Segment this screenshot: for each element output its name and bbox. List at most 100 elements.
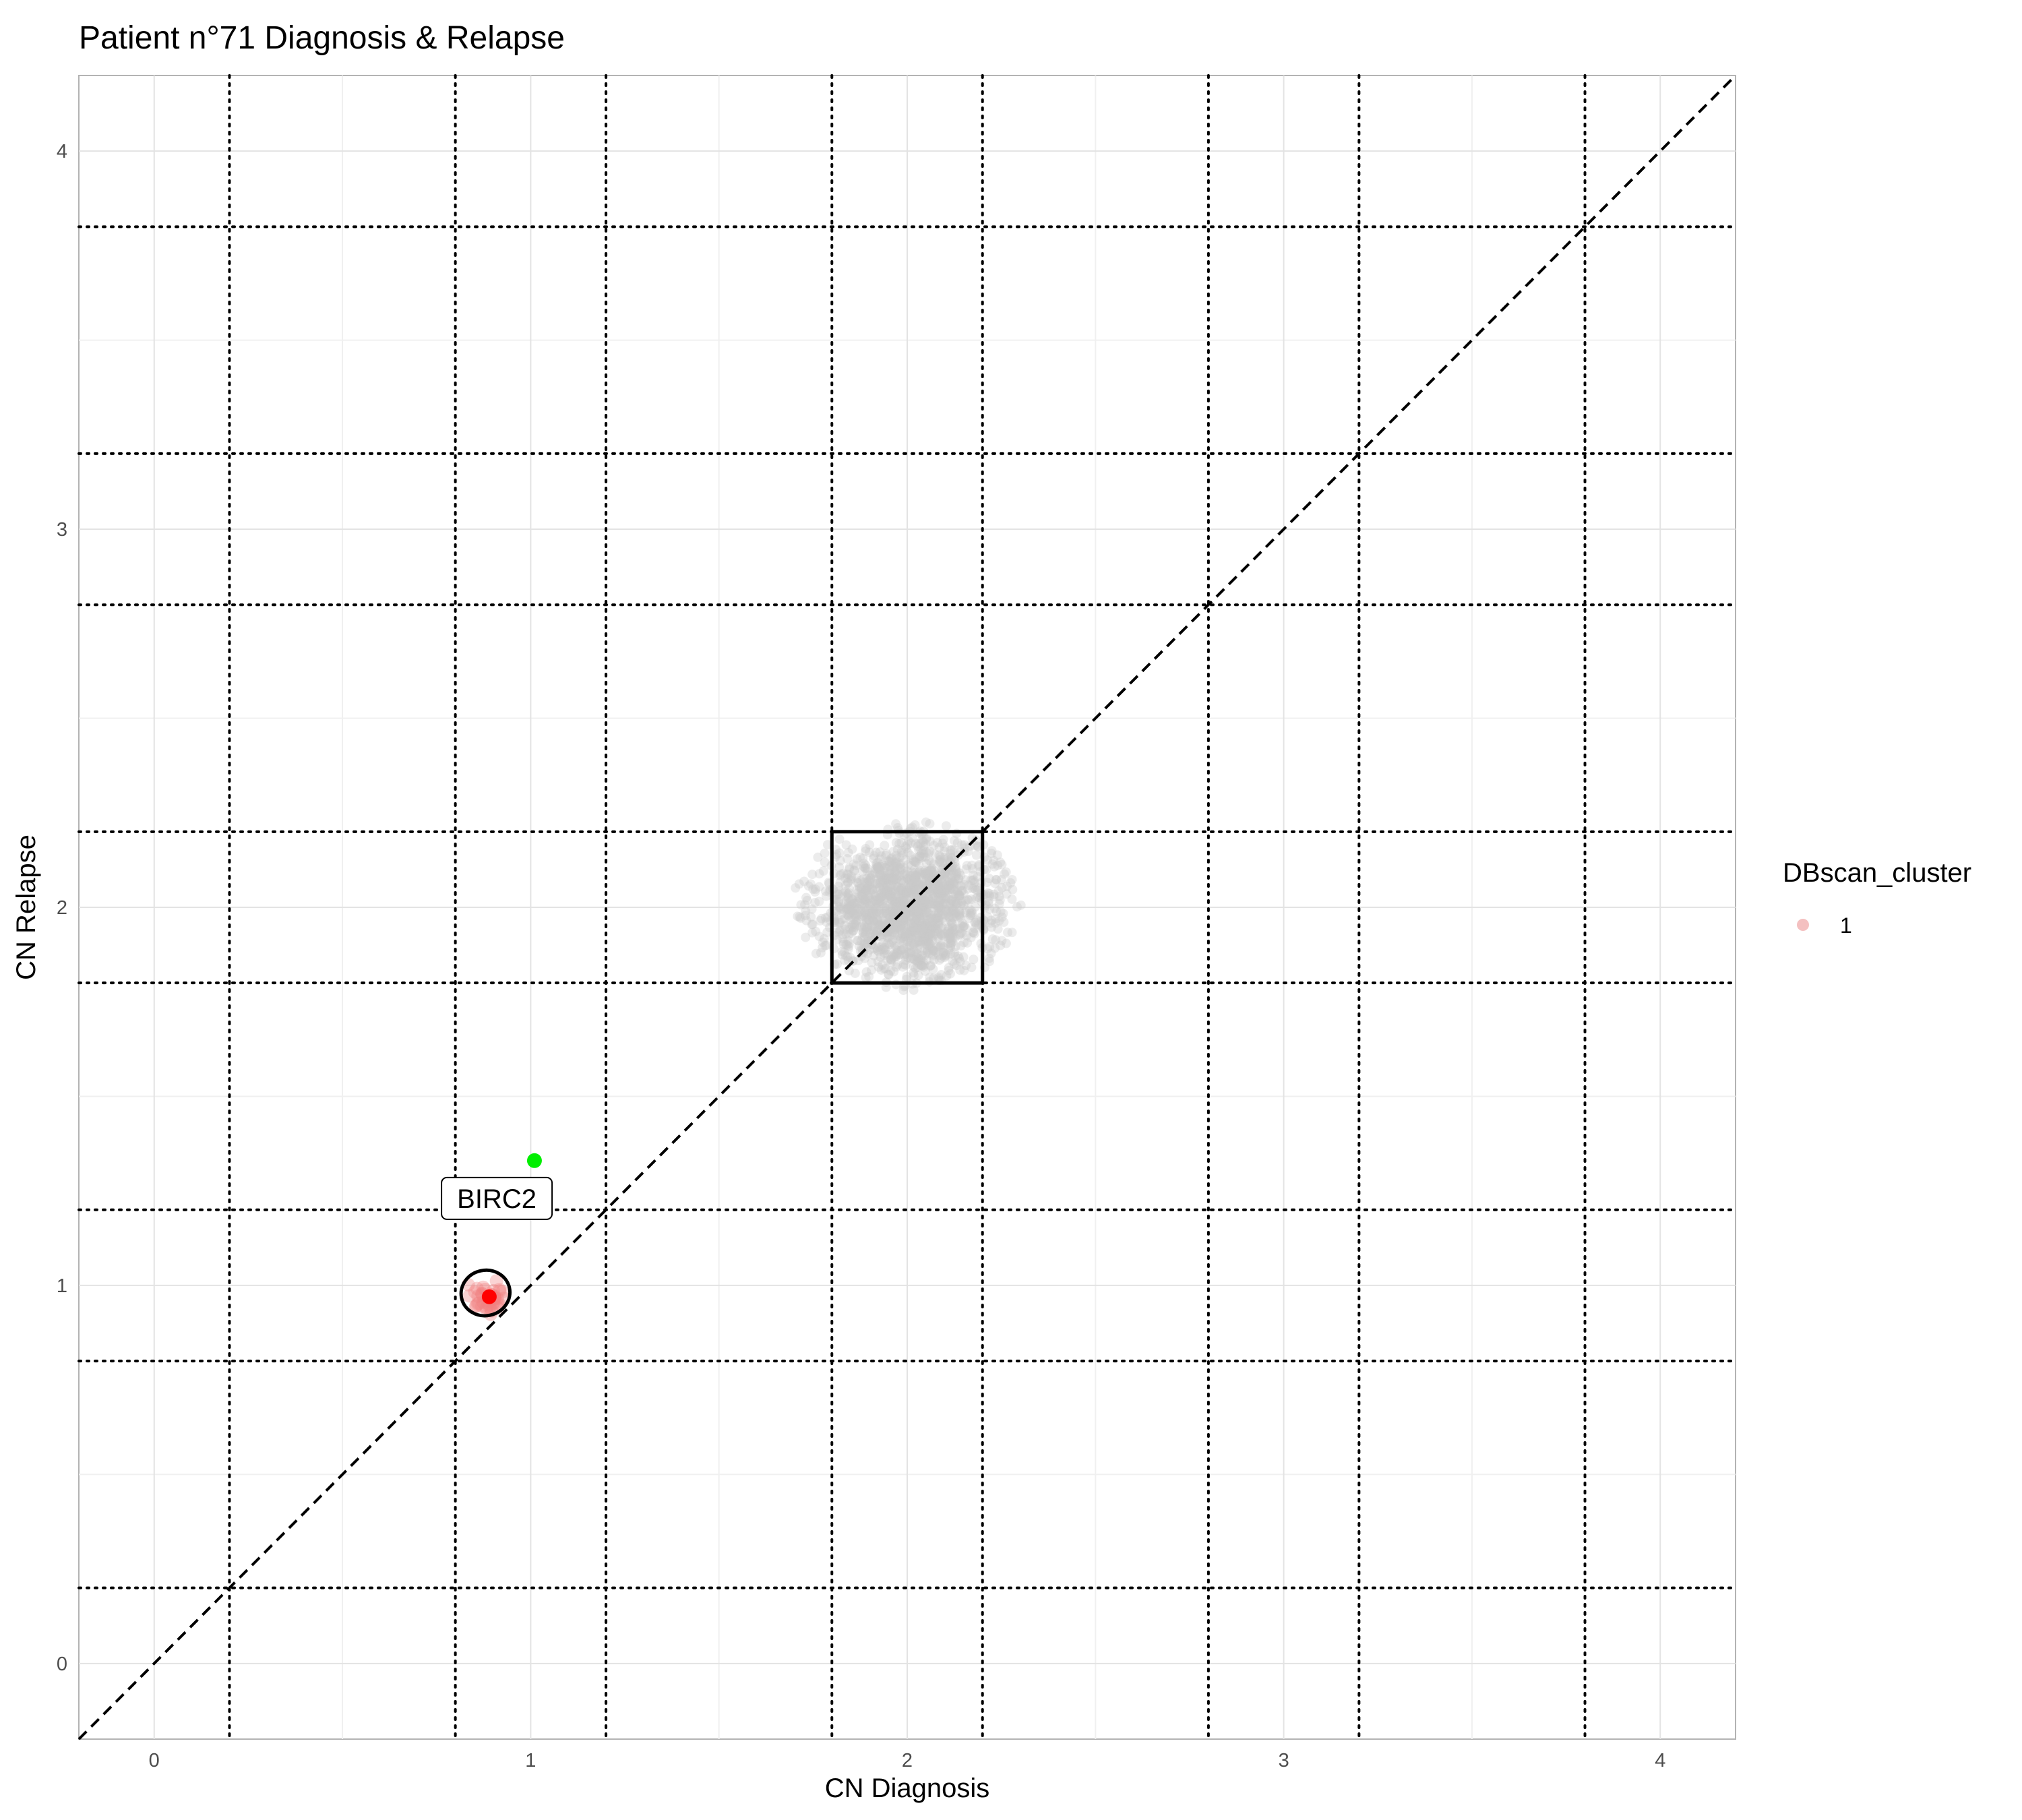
background-point [857,884,867,894]
background-point [954,953,964,963]
background-point [884,969,894,979]
background-point [861,883,871,893]
background-point [983,855,993,865]
cluster-point [470,1281,484,1296]
background-point [940,885,950,895]
background-point [880,875,890,885]
background-point [936,880,946,890]
background-point [900,927,911,937]
background-point [834,918,845,928]
background-point [909,903,919,913]
background-point [879,890,889,900]
background-point [909,904,919,914]
background-point [842,940,852,950]
background-point [870,917,880,928]
background-point [947,845,957,855]
background-point [845,901,855,911]
background-point [946,935,956,945]
background-point [913,956,923,966]
background-point [865,926,875,936]
background-point [946,880,956,890]
background-point [913,911,923,921]
background-point [923,935,933,945]
background-point [907,927,917,937]
background-point [902,840,913,850]
background-point [844,905,854,915]
background-point [924,938,934,948]
background-point [933,972,944,982]
background-point [822,928,832,938]
background-point [985,888,995,899]
background-point [893,882,903,892]
background-point [911,910,921,920]
background-point [875,908,885,918]
background-point [929,859,939,869]
background-point [960,907,971,917]
background-point [885,857,895,867]
background-point [938,890,948,901]
background-point [888,950,898,960]
background-point [933,918,944,928]
background-point [922,869,932,879]
background-point [896,862,906,872]
background-point [909,946,919,957]
background-point [900,955,911,965]
background-point [897,944,907,954]
background-point [896,864,906,874]
background-point [840,925,850,935]
background-point [917,901,927,911]
background-point [822,840,832,850]
background-point [838,934,848,944]
background-point [888,908,898,918]
background-point [952,868,962,878]
background-point [905,907,915,917]
background-point [859,941,869,951]
background-point [924,929,934,939]
background-point [900,921,911,931]
background-point [880,944,890,954]
background-point [861,886,871,897]
background-point [900,913,911,923]
background-point [871,883,882,893]
background-point [836,909,847,919]
background-point [880,948,890,959]
background-point [894,853,905,863]
background-point [907,832,917,843]
background-point [921,921,931,932]
background-point [971,919,981,930]
background-point [879,872,889,882]
background-point [875,892,885,902]
background-point [890,934,900,944]
background-point [911,857,921,867]
background-point [946,907,956,917]
background-point [856,883,866,893]
background-point [896,901,906,911]
background-point [964,913,974,923]
background-point [865,874,876,884]
background-point [919,852,929,862]
background-point [920,935,930,945]
background-point [843,870,853,880]
background-point [868,916,878,926]
background-point [861,860,871,870]
background-point [909,874,919,884]
background-point [907,926,917,936]
background-point [923,894,933,905]
background-point [995,857,1006,868]
background-point [993,860,1003,870]
background-point [913,880,923,890]
background-point [950,878,960,888]
background-point [925,837,935,847]
background-point [935,884,945,894]
background-point [896,934,906,944]
background-point [937,857,947,868]
background-point [965,910,975,920]
background-point [934,888,944,899]
background-point [911,920,921,930]
background-point [933,889,943,899]
background-point [843,847,853,857]
background-point [835,925,845,935]
background-point [923,867,933,877]
background-point [881,873,891,883]
background-point [911,857,921,868]
